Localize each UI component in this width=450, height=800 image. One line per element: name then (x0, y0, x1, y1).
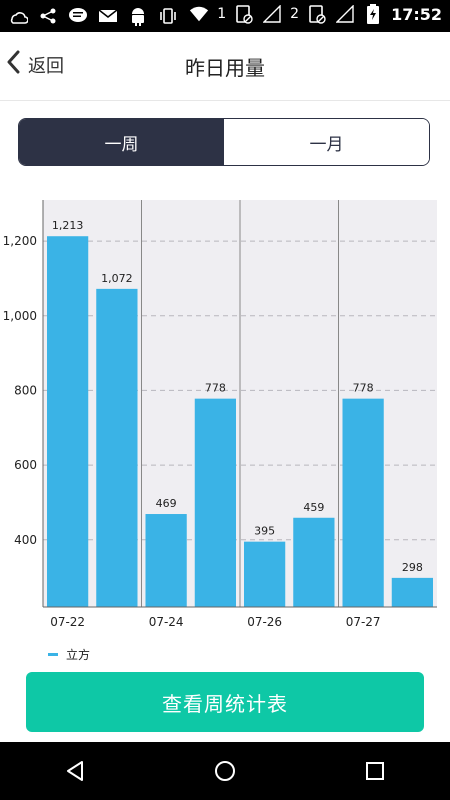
period-segmented-control: 一周 一月 (18, 118, 430, 166)
legend-label: 立方 (66, 648, 91, 662)
battery-icon (363, 4, 383, 24)
x-tick-label: 07-24 (149, 615, 184, 629)
data-label: 395 (254, 525, 275, 538)
x-tick-label: 07-26 (247, 615, 282, 629)
chart-legend: 立方 (48, 646, 90, 663)
sim2-label: 2 (290, 6, 300, 22)
recents-square-icon[interactable] (355, 751, 395, 791)
back-label: 返回 (28, 55, 64, 77)
android-icon (128, 6, 148, 26)
data-label: 298 (402, 561, 423, 574)
sim1-icon (234, 4, 254, 24)
system-nav-bar (0, 742, 450, 800)
status-bar: 1 2 17:52 (0, 0, 450, 32)
share-icon (38, 6, 58, 26)
weather-icon (8, 6, 28, 26)
tab-week[interactable]: 一周 (19, 119, 224, 165)
wifi-icon (189, 4, 209, 24)
signal2-icon (335, 4, 355, 24)
bar (145, 514, 187, 607)
back-triangle-icon[interactable] (55, 751, 95, 791)
status-right: 1 2 17:52 (189, 4, 442, 24)
bar (194, 398, 236, 607)
data-label: 469 (156, 497, 177, 510)
y-tick-label: 600 (14, 458, 37, 472)
data-label: 1,213 (52, 219, 84, 232)
x-tick-label: 07-27 (346, 615, 381, 629)
data-label: 778 (205, 382, 226, 395)
y-tick-label: 400 (14, 533, 37, 547)
home-circle-icon[interactable] (205, 751, 245, 791)
message-icon (68, 6, 88, 26)
data-label: 459 (303, 501, 324, 514)
y-tick-label: 1,200 (3, 234, 37, 248)
legend-swatch (48, 653, 58, 656)
mail-icon (98, 6, 118, 26)
app-header: 返回 昨日用量 (0, 32, 450, 101)
y-tick-label: 1,000 (3, 309, 37, 323)
chevron-left-icon (6, 50, 22, 79)
chart-svg: 400 600 800 1,000 1,200 1,213 1,072 469 778 395 45… (3, 200, 437, 629)
bar (293, 517, 335, 607)
signal1-icon (262, 4, 282, 24)
back-button[interactable]: 返回 (6, 50, 64, 79)
status-left (8, 6, 178, 26)
sim1-label: 1 (217, 6, 227, 22)
bar (244, 541, 286, 607)
data-label: 778 (353, 382, 374, 395)
clock: 17:52 (391, 4, 442, 24)
bar (391, 577, 433, 607)
bar (47, 236, 89, 607)
page-title: 昨日用量 (185, 56, 265, 80)
view-weekly-report-button[interactable]: 查看周统计表 (26, 672, 424, 732)
bar (96, 288, 138, 607)
x-tick-label: 07-22 (50, 615, 85, 629)
bar (342, 398, 384, 607)
tab-month[interactable]: 一月 (224, 119, 429, 165)
sim2-icon (307, 4, 327, 24)
y-tick-label: 800 (14, 383, 37, 397)
usage-bar-chart: 400 600 800 1,000 1,200 1,213 1,072 469 778 395 45… (0, 190, 450, 660)
vibrate-icon (158, 6, 178, 26)
data-label: 1,072 (101, 272, 133, 285)
